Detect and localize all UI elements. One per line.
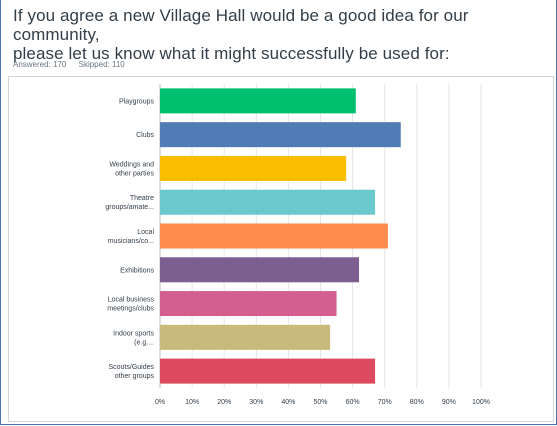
x-tick-label: 10%	[185, 399, 199, 406]
category-label: Local business meetings/clubs	[107, 297, 154, 313]
category-label: Indoor sports (e.g....	[113, 330, 154, 346]
x-tick-label: 80%	[410, 399, 424, 406]
category-label: Playgroups	[119, 98, 155, 105]
question-title-line-2: please let us know what it might success…	[13, 44, 450, 63]
x-tick-label: 50%	[313, 399, 327, 406]
bar[interactable]	[160, 324, 331, 350]
bar[interactable]	[160, 291, 337, 317]
category-label: Theatre groups/amate...	[105, 195, 154, 211]
bar[interactable]	[160, 358, 376, 384]
skipped-count: Skipped: 110	[78, 60, 125, 69]
category-label: Local musicians/co...	[108, 229, 155, 245]
category-label: Clubs	[136, 132, 154, 139]
question-title-line-1: If you agree a new Village Hall would be…	[13, 6, 469, 44]
response-stats: Answered: 170 Skipped: 110	[13, 60, 135, 69]
category-label: Scouts/Guides other groups	[108, 364, 154, 380]
x-tick-label: 100%	[472, 399, 490, 406]
bar[interactable]	[160, 257, 360, 283]
x-tick-label: 90%	[442, 399, 456, 406]
bar[interactable]	[160, 155, 347, 181]
bar[interactable]	[160, 223, 388, 249]
bar[interactable]	[160, 122, 401, 148]
x-tick-label: 0%	[155, 399, 165, 406]
bar[interactable]	[160, 88, 356, 114]
x-tick-label: 40%	[281, 399, 295, 406]
x-tick-label: 20%	[217, 399, 231, 406]
question-title: If you agree a new Village Hall would be…	[13, 6, 553, 63]
x-tick-label: 60%	[346, 399, 360, 406]
category-label: Exhibitions	[120, 267, 154, 274]
x-tick-label: 70%	[378, 399, 392, 406]
bar[interactable]	[160, 189, 376, 215]
answered-count: Answered: 170	[13, 60, 67, 69]
category-label: Weddings and other parties	[109, 161, 154, 177]
x-tick-label: 30%	[249, 399, 263, 406]
